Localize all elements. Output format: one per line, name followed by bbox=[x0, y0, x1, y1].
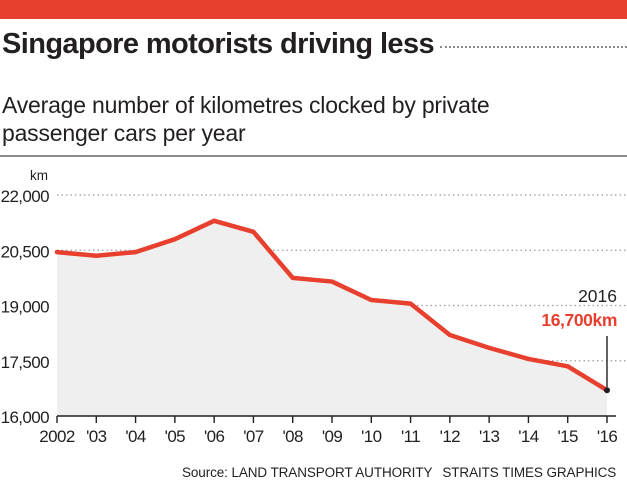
header-divider bbox=[0, 155, 627, 157]
y-tick-label: 22,000 bbox=[1, 187, 50, 206]
annotation-value: 16,700km bbox=[541, 310, 617, 330]
data-point bbox=[172, 237, 178, 242]
data-point bbox=[211, 218, 217, 223]
x-tick-label: '16 bbox=[597, 427, 618, 446]
annotation: 2016 16,700km bbox=[541, 286, 617, 394]
area-fill bbox=[57, 220, 607, 416]
y-axis-unit-label: km bbox=[30, 168, 48, 183]
x-tick-label: '09 bbox=[322, 427, 343, 446]
x-tick-label: '08 bbox=[283, 427, 304, 446]
x-tick-label: '10 bbox=[361, 427, 382, 446]
data-point bbox=[526, 356, 531, 362]
x-tick-label: '12 bbox=[440, 427, 461, 446]
annotation-marker bbox=[604, 387, 610, 394]
x-tick-label: '11 bbox=[401, 427, 420, 446]
x-tick-label: '06 bbox=[204, 427, 225, 446]
line-chart: 16,000 17,500 19,000 20,500 22,000 km 2002 '03 '… bbox=[1, 168, 627, 446]
annotation-year: 2016 bbox=[578, 286, 617, 306]
y-tick-label: 19,000 bbox=[1, 298, 50, 317]
data-point bbox=[54, 249, 60, 255]
chart-subtitle: Average number of kilometres clocked by … bbox=[2, 92, 490, 146]
x-tick-label: '04 bbox=[125, 427, 146, 446]
tick-labels: 16,000 17,500 19,000 20,500 22,000 km 2002 '03 '… bbox=[1, 168, 618, 446]
data-point bbox=[565, 364, 570, 369]
y-tick-label: 17,500 bbox=[1, 353, 50, 372]
data-point bbox=[94, 253, 99, 258]
y-tick-label: 16,000 bbox=[1, 408, 50, 427]
data-point bbox=[290, 275, 295, 281]
title-dotted-rule bbox=[440, 46, 627, 48]
x-tick-label: 2002 bbox=[39, 427, 75, 446]
y-tick-label: 20,500 bbox=[1, 242, 50, 261]
x-tick-label: '05 bbox=[165, 427, 186, 446]
x-tick-label: '14 bbox=[518, 427, 539, 446]
data-point bbox=[447, 332, 453, 338]
top-banner bbox=[0, 0, 627, 19]
axes bbox=[56, 415, 616, 423]
chart-title: Singapore motorists driving less bbox=[2, 28, 435, 60]
data-point bbox=[486, 345, 492, 351]
x-tick-label: '07 bbox=[243, 427, 264, 446]
credit-text: STRAITS TIMES GRAPHICS bbox=[442, 465, 617, 480]
source-text: Source: LAND TRANSPORT AUTHORITY bbox=[182, 465, 433, 480]
data-point bbox=[133, 249, 138, 255]
data-point bbox=[408, 301, 413, 306]
x-tick-label: '13 bbox=[479, 427, 500, 446]
x-tick-label: '03 bbox=[86, 427, 107, 446]
x-tick-label: '15 bbox=[558, 427, 579, 446]
data-point bbox=[329, 279, 335, 284]
footer: Source: LAND TRANSPORT AUTHORITY STRAITS … bbox=[182, 465, 626, 480]
data-point bbox=[369, 297, 374, 303]
data-point bbox=[251, 229, 256, 235]
